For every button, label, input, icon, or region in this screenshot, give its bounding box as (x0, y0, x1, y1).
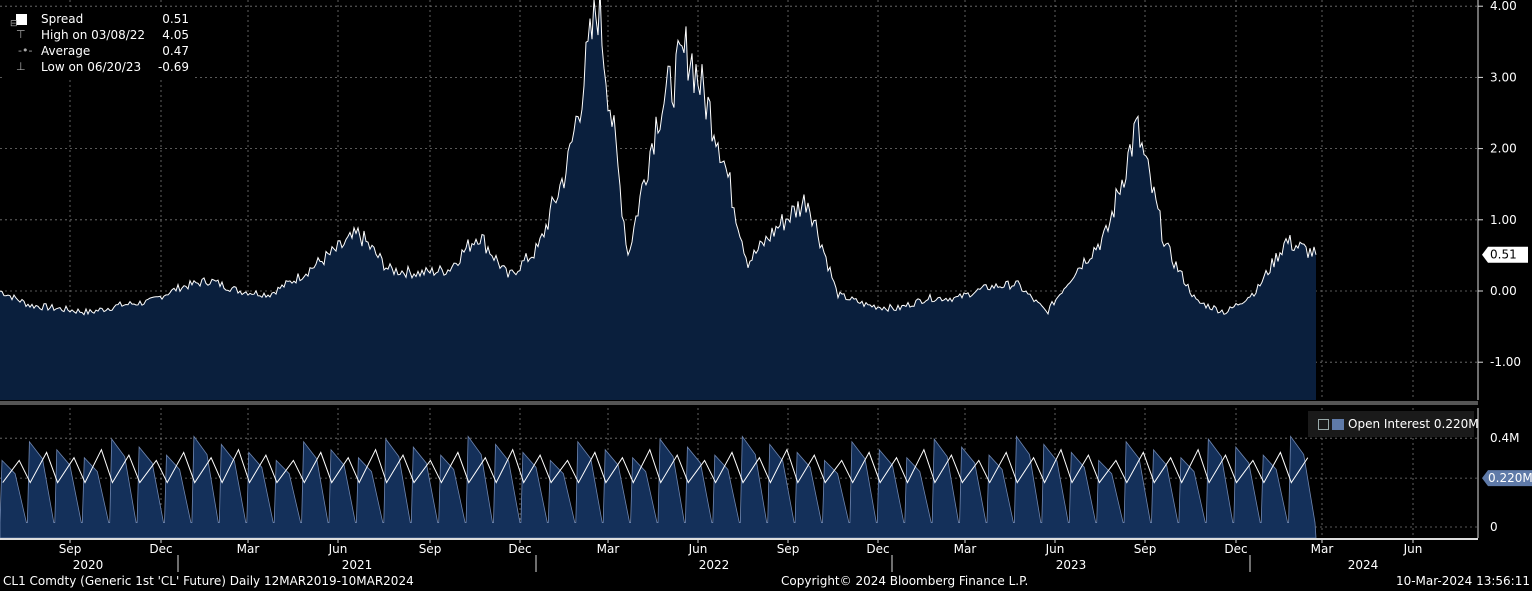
year-label: 2023 (1056, 558, 1087, 572)
month-label: Sep (59, 542, 82, 556)
legend-label: Spread (41, 12, 84, 26)
y-tick-label: 3.00 (1490, 70, 1517, 84)
grid-lines (0, 0, 1478, 538)
axes: Sep Dec Mar Jun Sep Dec Mar Jun Sep Dec Mar Jun Sep D… (0, 0, 1532, 572)
year-label: 2021 (342, 558, 373, 572)
month-label: Dec (508, 542, 531, 556)
month-label: Sep (419, 542, 442, 556)
y-tick-label: 2.00 (1490, 142, 1517, 156)
footer-copyright: Copyright© 2024 Bloomberg Finance L.P. (781, 574, 1029, 588)
y-tick-label: 4.00 (1490, 0, 1517, 13)
month-label: Sep (1134, 542, 1157, 556)
y-tick-label: -1.00 (1490, 355, 1521, 369)
y-tick-label: 0.00 (1490, 284, 1517, 298)
footer-ticker: CL1 Comdty (Generic 1st 'CL' Future) Dai… (3, 574, 414, 588)
low-marker-icon: ⊥ (16, 60, 26, 73)
month-label: Sep (777, 542, 800, 556)
average-marker-icon: -•- (18, 44, 33, 57)
x-axis-line (0, 538, 1478, 540)
month-label: Mar (1311, 542, 1334, 556)
year-label: 2024 (1348, 558, 1379, 572)
year-label: 2022 (699, 558, 730, 572)
month-label: Dec (149, 542, 172, 556)
open-interest-label: Open Interest 0.220M (1348, 417, 1479, 431)
month-label: Jun (1403, 542, 1423, 556)
legend-value: 4.05 (162, 28, 189, 42)
legend-value: -0.69 (157, 60, 189, 74)
spread-legend: ⊟ Spread 0.51 ⊤ High on 03/08/22 4.05 -•… (4, 9, 193, 78)
spread-area (0, 0, 1316, 400)
month-label: Jun (328, 542, 348, 556)
open-interest-swatch (1332, 419, 1344, 430)
oi-last-value-label: 0.220M (1488, 471, 1532, 485)
panel-divider (0, 401, 1478, 405)
legend-value: 0.47 (162, 44, 189, 58)
last-value-label: 0.51 (1490, 248, 1517, 262)
month-label: Jun (1045, 542, 1065, 556)
open-interest-series (0, 435, 1317, 539)
year-label: 2020 (73, 558, 104, 572)
legend-row-average: -•- Average 0.47 (4, 43, 193, 59)
spread-series (0, 0, 1317, 400)
month-label: Dec (1224, 542, 1247, 556)
oi-tick-label: 0.4M (1490, 431, 1519, 445)
legend-row-spread: ⊟ Spread 0.51 (4, 11, 193, 29)
legend-label: Low on 06/20/23 (41, 60, 142, 74)
open-interest-area (0, 435, 1317, 539)
footer-timestamp: 10-Mar-2024 13:56:11 (1395, 574, 1530, 588)
oi-tick-label: 0 (1490, 520, 1498, 534)
last-value-tag (1482, 246, 1528, 263)
legend-label: High on 03/08/22 (41, 28, 146, 42)
legend-label: Average (41, 44, 91, 58)
spread-line (0, 0, 1317, 316)
month-label: Mar (954, 542, 977, 556)
open-interest-line (2, 448, 1309, 484)
oi-last-value-tag (1482, 470, 1532, 487)
month-label: Dec (866, 542, 889, 556)
legend-square-icon: ⊟ (10, 11, 38, 29)
month-label: Mar (237, 542, 260, 556)
high-marker-icon: ⊤ (16, 28, 26, 41)
legend-row-high: ⊤ High on 03/08/22 4.05 (4, 27, 193, 43)
y-tick-label: 1.00 (1490, 213, 1517, 227)
legend-value: 0.51 (162, 12, 189, 26)
collapse-icon[interactable] (1318, 419, 1329, 430)
month-label: Jun (688, 542, 708, 556)
legend-row-low: ⊥ Low on 06/20/23 -0.69 (4, 59, 193, 75)
month-label: Mar (597, 542, 620, 556)
open-interest-legend[interactable]: Open Interest 0.220M (1308, 411, 1479, 437)
